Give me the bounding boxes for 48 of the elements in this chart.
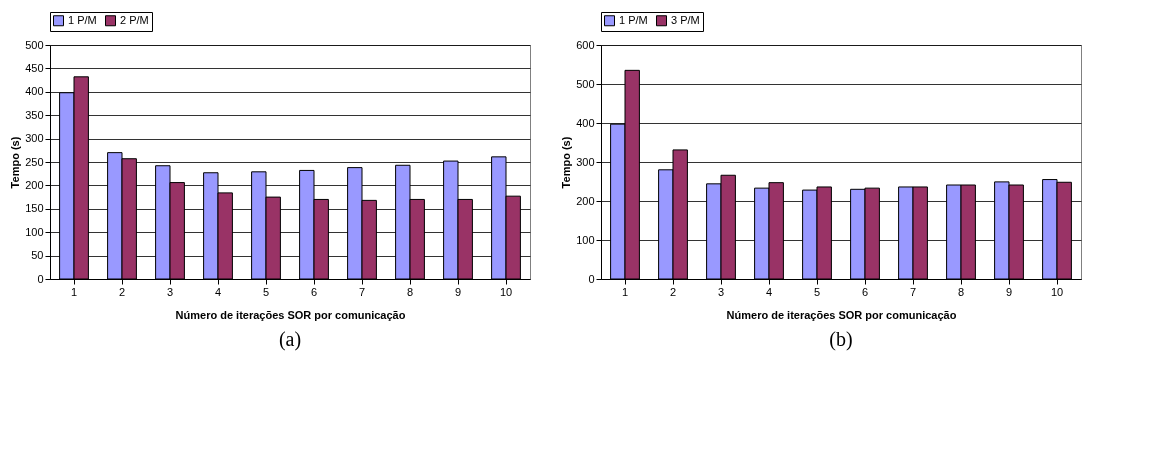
x-tick-label: 8	[406, 285, 414, 298]
y-tick-label: 100	[25, 225, 44, 238]
x-tick-label: 4	[214, 285, 222, 298]
y-tick-label: 200	[25, 178, 44, 191]
y-tick-label: 450	[25, 61, 44, 74]
y-tick-label: 250	[25, 155, 44, 168]
x-tick-label: 5	[813, 285, 821, 298]
x-tick-label: 2	[669, 285, 677, 298]
y-tick-label: 400	[576, 116, 595, 129]
x-axis-title: Número de iterações SOR por comunicação	[175, 308, 406, 321]
y-tick-label: 200	[576, 194, 595, 207]
y-tick-label: 300	[25, 132, 44, 145]
y-tick-label: 400	[25, 85, 44, 98]
x-tick-label: 7	[358, 285, 366, 298]
y-axis-title: Tempo (s)	[9, 136, 22, 189]
x-tick-label: 9	[1005, 285, 1013, 298]
x-tick-label: 8	[957, 285, 965, 298]
legend-label: 1 P/M	[619, 13, 648, 26]
x-tick-label: 3	[717, 285, 725, 298]
x-tick-label: 1	[70, 285, 78, 298]
y-tick-label: 0	[37, 272, 44, 285]
y-tick-label: 100	[576, 233, 595, 246]
y-tick-label: 0	[588, 272, 595, 285]
x-tick-label: 10	[499, 285, 513, 298]
y-tick-label: 50	[31, 249, 44, 262]
y-tick-label: 300	[576, 155, 595, 168]
x-tick-label: 7	[909, 285, 917, 298]
legend-label: 2 P/M	[120, 13, 149, 26]
y-tick-label: 500	[25, 38, 44, 51]
legend-label: 3 P/M	[671, 13, 700, 26]
x-tick-label: 9	[454, 285, 462, 298]
y-tick-label: 350	[25, 108, 44, 121]
x-tick-label: 3	[166, 285, 174, 298]
y-tick-label: 150	[25, 202, 44, 215]
y-tick-label: 600	[576, 38, 595, 51]
x-tick-label: 4	[765, 285, 773, 298]
x-tick-label: 10	[1050, 285, 1064, 298]
y-axis-title: Tempo (s)	[560, 136, 573, 189]
y-tick-label: 500	[576, 77, 595, 90]
x-tick-label: 6	[310, 285, 318, 298]
x-tick-label: 6	[861, 285, 869, 298]
x-tick-label: 2	[118, 285, 126, 298]
x-tick-label: 5	[262, 285, 270, 298]
text: (b)	[829, 328, 853, 351]
x-axis-title: Número de iterações SOR por comunicação	[726, 308, 957, 321]
legend-label: 1 P/M	[68, 13, 97, 26]
x-tick-label: 1	[621, 285, 629, 298]
text: (a)	[278, 328, 302, 351]
